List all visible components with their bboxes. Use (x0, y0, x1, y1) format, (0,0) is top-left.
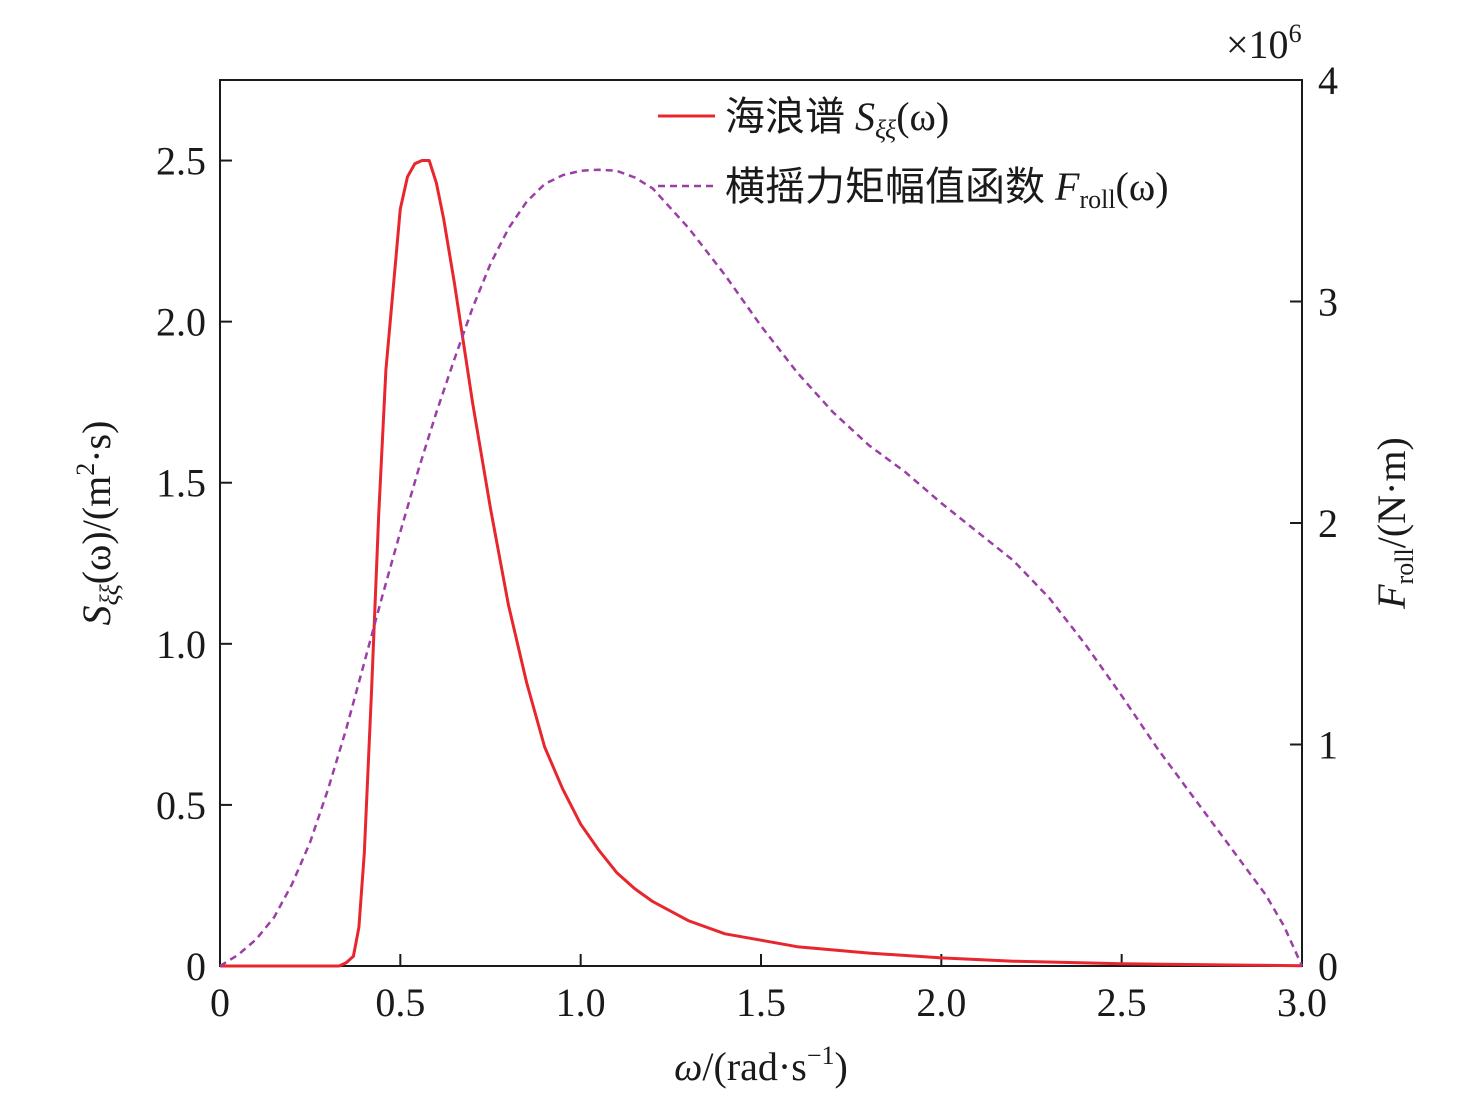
left-y-tick-label: 1.5 (156, 461, 206, 506)
left-y-tick-label: 0 (186, 944, 206, 989)
right-axis-multiplier-exp: 6 (1289, 19, 1302, 48)
legend-label-sea-spectrum: 海浪谱 Sξξ(ω) (725, 94, 949, 144)
series-line-sea-spectrum (220, 159, 1303, 968)
x-tick-label: 0.5 (375, 980, 425, 1025)
left-y-axis-title-sub: ξξ (95, 583, 124, 605)
legend: 海浪谱 Sξξ(ω) 横摇力矩幅值函数 Froll(ω) (658, 94, 1169, 214)
right-y-axis-title: Froll/(N·m) (1369, 437, 1419, 610)
right-y-tick-label: 0 (1318, 944, 1338, 989)
x-tick-label: 1.0 (556, 980, 606, 1025)
left-y-tick-label: 2.0 (156, 300, 206, 345)
left-y-tick-label: 2.5 (156, 139, 206, 184)
series-line-roll-moment (219, 168, 1304, 968)
x-tick-label: 2.5 (1097, 980, 1147, 1025)
x-tick-label: 0 (210, 980, 230, 1025)
right-y-tick-label: 3 (1318, 280, 1338, 325)
x-axis-title: ω/(rad·s−1) (674, 1041, 848, 1089)
right-y-tick-label: 1 (1318, 723, 1338, 768)
right-y-axis-title-sub: roll (1390, 548, 1419, 584)
x-tick-label: 2.0 (916, 980, 966, 1025)
x-tick-label: 1.5 (736, 980, 786, 1025)
legend-label-roll-moment: 横摇力矩幅值函数 Froll(ω) (725, 164, 1169, 214)
left-y-tick-label: 1.0 (156, 622, 206, 667)
plot-frame (219, 79, 1303, 967)
left-y-axis-title: Sξξ(ω)/(m2·s) (71, 421, 124, 626)
right-y-tick-label: 4 (1318, 58, 1338, 103)
x-tick-label: 3.0 (1277, 980, 1327, 1025)
right-y-axis-ticks: 0 1 2 3 4 (1290, 58, 1338, 989)
x-axis-title-exp: −1 (807, 1041, 835, 1070)
series-group (219, 159, 1304, 968)
left-y-axis-ticks: 0 0.5 1.0 1.5 2.0 2.5 (156, 139, 232, 989)
left-y-tick-label: 0.5 (156, 783, 206, 828)
right-axis-multiplier: ×106 (1226, 19, 1302, 67)
right-y-tick-label: 2 (1318, 501, 1338, 546)
left-y-axis-title-exp: 2 (71, 463, 100, 476)
